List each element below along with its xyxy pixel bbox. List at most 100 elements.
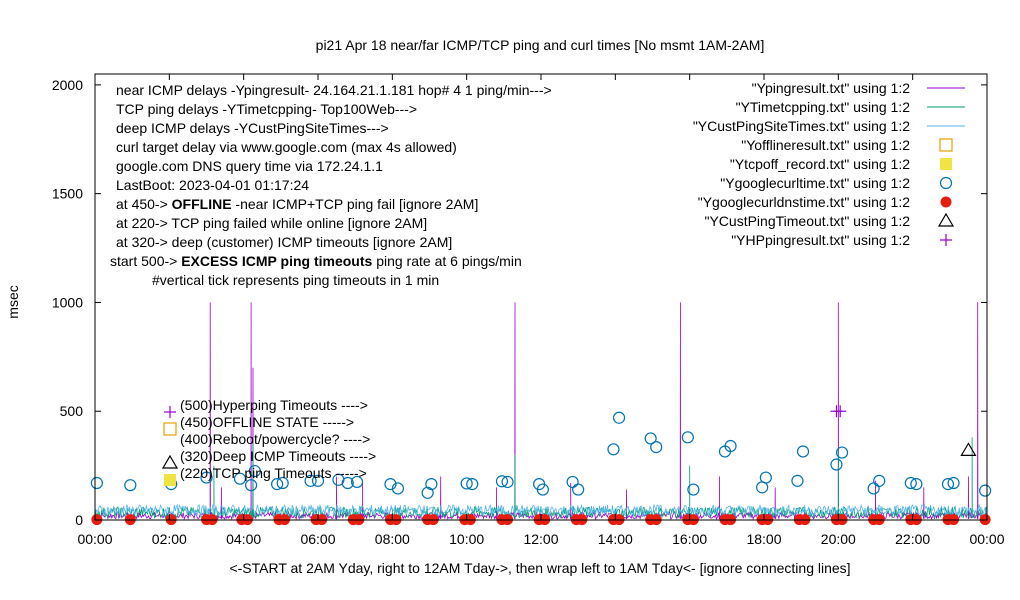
chart-title: pi21 Apr 18 near/far ICMP/TCP ping and c…: [316, 37, 765, 53]
y-axis-label: msec: [5, 285, 21, 318]
data-point-3-21: [501, 475, 514, 489]
marker-legend-label-4: (220)TCP ping Timeouts ----->: [180, 465, 367, 481]
data-point-3-33: [724, 439, 737, 453]
data-point-3-13: [350, 475, 364, 489]
legend-symbol-7: [937, 212, 955, 227]
data-point-3-10: [311, 474, 325, 487]
data-point-3-31: [687, 483, 700, 496]
data-point-3-7: [271, 478, 284, 491]
data-point-3-41: [873, 474, 886, 487]
axis-layer: 00:00 02:00 04:00 06:00 08:00 10:00 12:00 14:00…: [52, 73, 1005, 547]
info-text-block: near ICMP delays -Ypingresult- 24.164.21…: [110, 82, 552, 288]
data-point-3-0: [90, 476, 103, 490]
legend-label-4: "Ytcpoff_record.txt" using 1:2: [730, 156, 910, 172]
data-point-3-6: [248, 464, 261, 478]
info-line-4: google.com DNS query time via 172.24.1.1: [116, 158, 383, 174]
data-point-3-28: [644, 432, 657, 445]
data-point-5-0: [960, 442, 977, 456]
info-line-3: curl target delay via www.google.com (ma…: [116, 139, 457, 155]
data-point-3-1: [124, 479, 137, 492]
x-tick-label-4: 08:00: [375, 531, 410, 547]
threshold-note-0: at 450-> OFFLINE -near ICMP+TCP ping fai…: [116, 196, 478, 212]
x-tick-label-1: 02:00: [152, 531, 187, 547]
data-point-3-43: [910, 478, 923, 491]
legend-label-5: "Ygooglecurltime.txt" using 1:2: [720, 175, 910, 191]
info-line-5: LastBoot: 2023-04-01 01:17:24: [116, 177, 309, 193]
y-tick-label-4: 2000: [52, 77, 83, 93]
marker-legend-label-1: (450)OFFLINE STATE ----->: [180, 414, 354, 430]
data-point-3-35: [759, 471, 772, 484]
tick-note: #vertical tick represents ping timeouts …: [152, 272, 439, 288]
y-tick-label-2: 1000: [52, 294, 83, 310]
marker-legend: (500)Hyperping Timeouts ---->(450)OFFLIN…: [161, 397, 376, 486]
marker-legend-symbol-3: [161, 454, 179, 469]
data-point-3-12: [341, 476, 354, 490]
threshold-note-2: at 320-> deep (customer) ICMP timeouts […: [116, 234, 452, 250]
legend-symbol-8: [940, 234, 952, 246]
x-tick-label-7: 14:00: [598, 531, 633, 547]
legend-symbol-5: [939, 176, 953, 190]
legend-label-1: "YTimetcpping.txt" using 1:2: [736, 99, 911, 115]
data-point-3-20: [495, 475, 509, 488]
info-line-2: deep ICMP delays -YCustPingSiteTimes--->: [116, 120, 389, 136]
legend-label-3: "Yofflineresult.txt" using 1:2: [741, 137, 910, 153]
marker-legend-symbol-0: [164, 406, 176, 418]
data-point-3-39: [835, 446, 849, 459]
threshold-note-3: start 500-> EXCESS ICMP ping timeouts pi…: [110, 253, 522, 269]
data-point-3-38: [830, 458, 843, 471]
legend-label-6: "Ygooglecurldnstime.txt" using 1:2: [698, 194, 910, 210]
legend-label-0: "Ypingresult.txt" using 1:2: [752, 80, 911, 96]
x-tick-label-3: 06:00: [300, 531, 335, 547]
info-line-1: TCP ping delays -YTimetcpping- Top100Web…: [116, 101, 417, 117]
data-point-3-4: [233, 472, 247, 485]
data-point-3-26: [607, 443, 620, 456]
data-point-3-9: [304, 474, 317, 487]
y-tick-label-0: 0: [75, 512, 83, 528]
data-point-3-14: [384, 478, 397, 491]
legend-symbol-3: [939, 138, 953, 152]
threshold-note-1: at 220-> TCP ping failed while online [i…: [116, 215, 427, 231]
marker-legend-symbol-4: [164, 474, 176, 486]
legend-label-8: "YHPpingresult.txt" using 1:2: [731, 232, 910, 248]
x-tick-label-12: 00:00: [969, 531, 1004, 547]
data-point-3-8: [276, 476, 289, 490]
x-tick-label-9: 18:00: [746, 531, 781, 547]
legend-label-7: "YCustPingTimeout.txt" using 1:2: [704, 213, 910, 229]
legend-symbol-6: [940, 196, 952, 208]
marker-legend-label-2: (400)Reboot/powercycle? ---->: [180, 431, 370, 447]
data-point-3-30: [681, 431, 694, 444]
info-line-0: near ICMP delays -Ypingresult- 24.164.21…: [116, 82, 552, 98]
x-tick-label-8: 16:00: [672, 531, 707, 547]
x-tick-label-10: 20:00: [821, 531, 856, 547]
data-point-3-25: [572, 483, 585, 496]
data-point-3-27: [612, 411, 626, 424]
data-point-3-29: [650, 441, 663, 454]
marker-legend-label-3: (320)Deep ICMP Timeouts ---->: [180, 448, 376, 464]
x-tick-label-6: 12:00: [523, 531, 558, 547]
marker-layer: [90, 405, 992, 526]
data-point-3-37: [796, 445, 810, 458]
x-tick-label-11: 22:00: [895, 531, 930, 547]
data-point-3-18: [460, 477, 473, 490]
data-point-3-36: [791, 474, 804, 487]
legend-label-2: "YCustPingSiteTimes.txt" using 1:2: [693, 118, 910, 134]
data-point-3-46: [979, 484, 992, 497]
data-point-3-17: [425, 478, 438, 491]
marker-legend-label-0: (500)Hyperping Timeouts ---->: [180, 397, 368, 413]
data-point-3-15: [391, 482, 405, 495]
series-line-2: [94, 503, 988, 517]
data-point-3-23: [536, 483, 549, 496]
legend-symbol-4: [940, 158, 952, 170]
data-point-6-1: [834, 405, 847, 418]
x-tick-label-2: 04:00: [226, 531, 261, 547]
y-tick-label-3: 1500: [52, 186, 83, 202]
data-point-3-5: [245, 479, 258, 492]
data-point-3-42: [904, 476, 917, 490]
marker-legend-symbol-1: [163, 422, 177, 436]
legend: "Ypingresult.txt" using 1:2 "YTimetcpping…: [693, 80, 965, 248]
x-axis-label: <-START at 2AM Yday, right to 12AM Tday-…: [229, 560, 850, 576]
x-tick-label-5: 10:00: [449, 531, 484, 547]
x-tick-label-0: 00:00: [77, 531, 112, 547]
